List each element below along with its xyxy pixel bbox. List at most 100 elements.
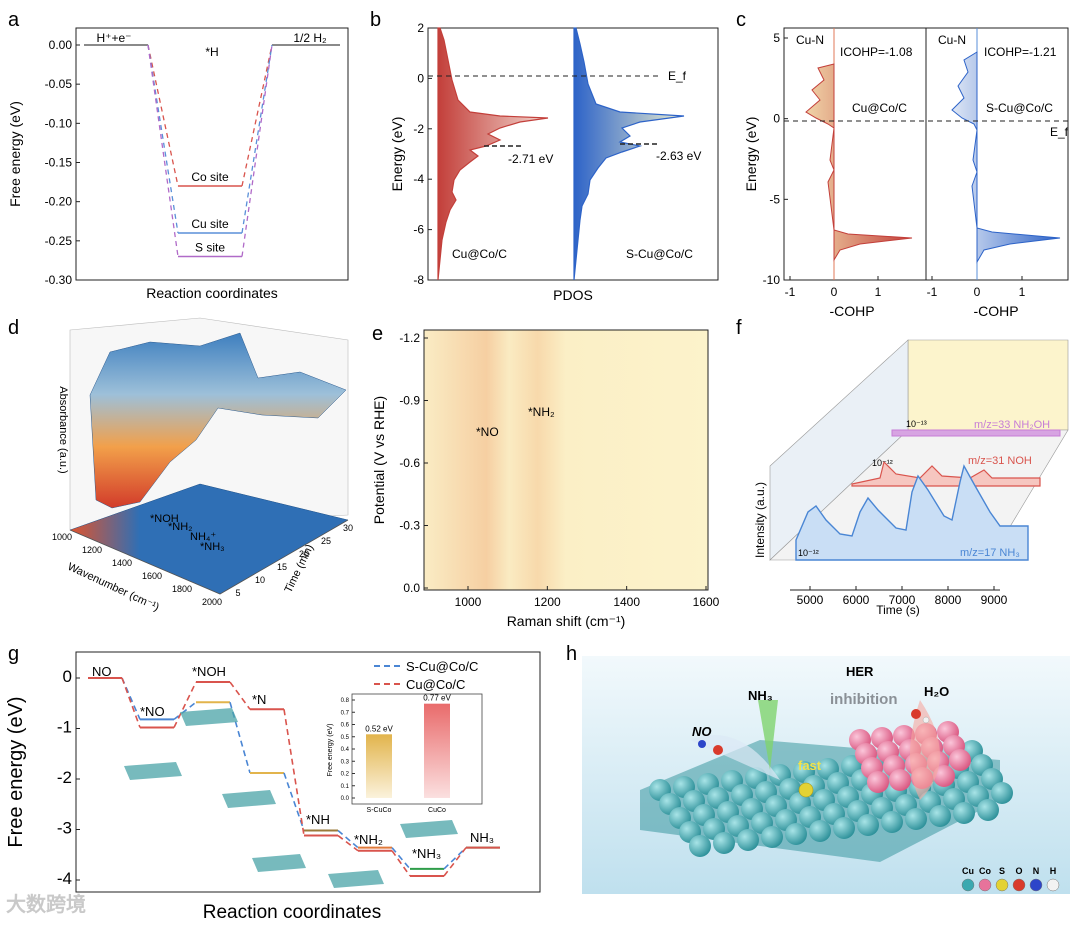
g-species-label: *NH₃ — [412, 846, 441, 861]
panel-a-state-right: 1/2 H₂ — [293, 31, 327, 45]
ytick-label: 0.00 — [49, 38, 73, 52]
g-species-label: *NH — [306, 812, 330, 827]
g-connector — [283, 772, 305, 831]
panel-c-icohp-right: ICOHP=-1.21 — [984, 45, 1057, 59]
h2o-beam — [910, 700, 940, 800]
panel-a-state-left: H⁺+e⁻ — [96, 31, 131, 45]
a-connector-in — [147, 44, 179, 257]
cu-atom — [809, 820, 831, 842]
xtick-label: 7000 — [889, 593, 916, 607]
panel-label-g: g — [8, 643, 19, 665]
xtick-label: 5000 — [797, 593, 824, 607]
inset-ytick-label: 0.2 — [341, 772, 350, 778]
panel-d-band-noh: *NOH — [150, 513, 179, 525]
ytick-label: -2 — [413, 122, 424, 136]
panel-b-frame — [427, 27, 719, 281]
label-inhibition: inhibition — [830, 691, 897, 708]
label-nh3: NH₃ — [748, 688, 773, 703]
panel-g-ylabel: Free energy (eV) — [5, 696, 27, 847]
panel-c-xticks: -1 0 1 -1 0 1 — [785, 276, 1026, 299]
h2o-o-atom — [911, 709, 921, 719]
ytick-label: -4 — [413, 172, 424, 186]
pdos-cu-co-c — [437, 27, 549, 281]
inset-ytick-label: 0.8 — [341, 698, 350, 704]
nh3-beam — [758, 700, 778, 770]
inset-ytick-label: 0.7 — [341, 710, 350, 716]
d-xtick-label: 1400 — [112, 558, 132, 568]
panel-f-trace-nh2oh — [891, 429, 1061, 437]
panel-b-label2: S-Cu@Co/C — [626, 247, 693, 261]
ytick-label: -0.3 — [399, 519, 420, 533]
ytick-label: 5 — [773, 31, 780, 45]
ytick-label: 0.0 — [403, 581, 420, 595]
d-ytick-label: 10 — [255, 575, 265, 585]
label-no: NO — [692, 724, 712, 739]
panel-d-axes — [69, 519, 349, 595]
xtick-label: -1 — [927, 285, 938, 299]
d-xtick-label: 2000 — [202, 597, 222, 607]
g-connector — [121, 677, 141, 720]
panel-a-yticks: 0.00 -0.05 -0.10 -0.15 -0.20 -0.25 -0.30 — [45, 38, 80, 287]
inset-ytick-label: 0.5 — [341, 735, 350, 741]
xtick-label: -1 — [785, 285, 796, 299]
panel-c-frame-right — [925, 27, 1069, 281]
co-atom — [933, 765, 955, 787]
cu-atom — [953, 802, 975, 824]
legend-element-dot — [995, 878, 1009, 892]
d-ytick-label: 30 — [343, 523, 353, 533]
panel-f-ylabel: Intensity (a.u.) — [753, 482, 767, 558]
a-site-label: Cu site — [191, 217, 229, 231]
panel-h: h NH₃ HER inhibition H₂O NO fast Cu Co S O N… — [566, 643, 1070, 894]
inset-bar-label: S-CuCo — [367, 807, 392, 814]
no-stream — [690, 735, 780, 780]
panel-d-surface — [89, 332, 347, 509]
slab-noh — [180, 708, 238, 726]
inset-yticks: 0.0 0.1 0.2 0.3 0.4 0.5 0.6 0.7 0.8 — [341, 698, 355, 802]
panel-b-label1: Cu@Co/C — [452, 247, 507, 261]
panel-a: a 0.00 -0.05 -0.10 -0.15 -0.20 -0.25 -0.30 Fre… — [7, 9, 349, 301]
panel-d-xlabel: Wavenumber (cm⁻¹) — [66, 561, 161, 614]
panel-f-scale-nh3: 10⁻¹² — [798, 548, 819, 558]
label-her: HER — [846, 664, 874, 679]
cu-atom — [785, 823, 807, 845]
legend-element-label: O — [1015, 866, 1022, 876]
panel-d-xticks: 1000 1200 1400 1600 1800 2000 — [52, 532, 222, 607]
panel-b-ylabel: Energy (eV) — [389, 117, 405, 192]
panel-a-frame — [75, 27, 349, 281]
legend-element-dot — [961, 878, 975, 892]
xtick-label: 1600 — [693, 595, 720, 609]
ytick-label: -0.6 — [399, 456, 420, 470]
g-connector — [173, 701, 197, 721]
legend-element-label: Cu — [962, 866, 974, 876]
legend-element-label: H — [1050, 866, 1057, 876]
panel-c: c 50-5-10 Energy (eV) -COHP -COHP -1 0 1 -1… — [736, 9, 1069, 319]
panel-label-a: a — [8, 9, 20, 31]
panel-e-ylabel: Potential (V vs RHE) — [371, 396, 387, 524]
slab-no — [124, 762, 182, 780]
legend-element-dot — [1046, 878, 1060, 892]
label-h2o: H₂O — [924, 684, 949, 699]
d-ytick-label: 20 — [299, 549, 309, 559]
cu-atom — [737, 829, 759, 851]
xtick-label: 6000 — [843, 593, 870, 607]
panel-a-energy-lines: Co site Cu site S site — [84, 44, 340, 258]
inset-ylabel: Free energy (eV) — [327, 724, 334, 777]
ytick-label: -6 — [413, 223, 424, 237]
ytick-label: -10 — [763, 273, 781, 287]
d-ytick-label: 15 — [277, 562, 287, 572]
xtick-label: 1 — [875, 285, 882, 299]
panel-g-species: NO *NO *NOH *N *NH *NH₂ *NH₃ NH₃ — [92, 664, 494, 861]
panel-g-xlabel: Reaction coordinates — [203, 902, 382, 923]
cu-atom — [929, 805, 951, 827]
ytick-label: 0 — [63, 667, 72, 686]
label-fast: fast — [798, 758, 822, 773]
panel-f-label-nh3: m/z=17 NH₃ — [960, 547, 1020, 559]
panel-f-label-nh2oh: m/z=33 NH₂OH — [974, 419, 1050, 431]
cu-atom — [833, 817, 855, 839]
g-connector — [337, 829, 359, 849]
d-ytick-label: 25 — [321, 536, 331, 546]
ytick-label: -1 — [57, 718, 72, 737]
panel-c-xlabel-right: -COHP — [973, 303, 1018, 319]
xtick-label: 1000 — [455, 595, 482, 609]
g-connector — [443, 847, 467, 877]
